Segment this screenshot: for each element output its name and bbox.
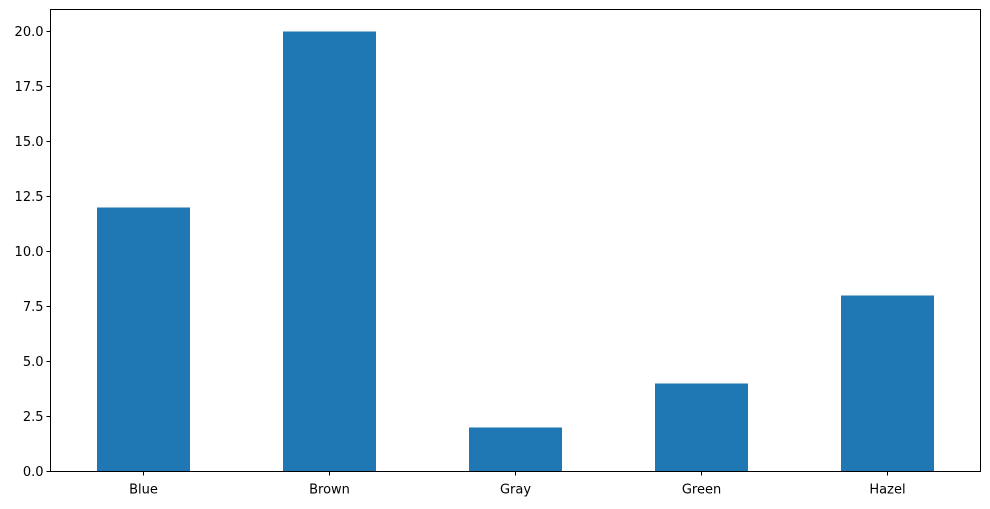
- bar-blue: [97, 207, 190, 472]
- y-tick-label: 20.0: [15, 25, 44, 40]
- bar-hazel: [841, 295, 934, 472]
- x-tick-label: Hazel: [869, 483, 905, 498]
- x-tick-label: Blue: [129, 483, 158, 498]
- x-tick-label: Brown: [309, 483, 350, 498]
- y-tick-label: 2.5: [23, 410, 44, 425]
- bar-green: [655, 383, 748, 472]
- y-axis: 0.0 2.5 5.0 7.5 10.0 12.5 15.0 17.5 20.0: [15, 25, 51, 480]
- y-tick-label: 15.0: [15, 135, 44, 150]
- x-tick-label: Green: [682, 483, 721, 498]
- y-tick-label: 12.5: [15, 190, 44, 205]
- x-tick-label: Gray: [500, 483, 531, 498]
- y-tick-label: 0.0: [23, 465, 44, 480]
- bar-gray: [469, 427, 562, 472]
- bar-brown: [283, 31, 376, 472]
- y-tick-label: 7.5: [23, 300, 44, 315]
- y-tick-label: 17.5: [15, 80, 44, 95]
- bars-group: [97, 31, 934, 472]
- y-tick-label: 10.0: [15, 245, 44, 260]
- x-axis: Blue Brown Gray Green Hazel: [129, 471, 906, 498]
- axes-frame: [50, 9, 981, 472]
- y-tick-label: 5.0: [23, 355, 44, 370]
